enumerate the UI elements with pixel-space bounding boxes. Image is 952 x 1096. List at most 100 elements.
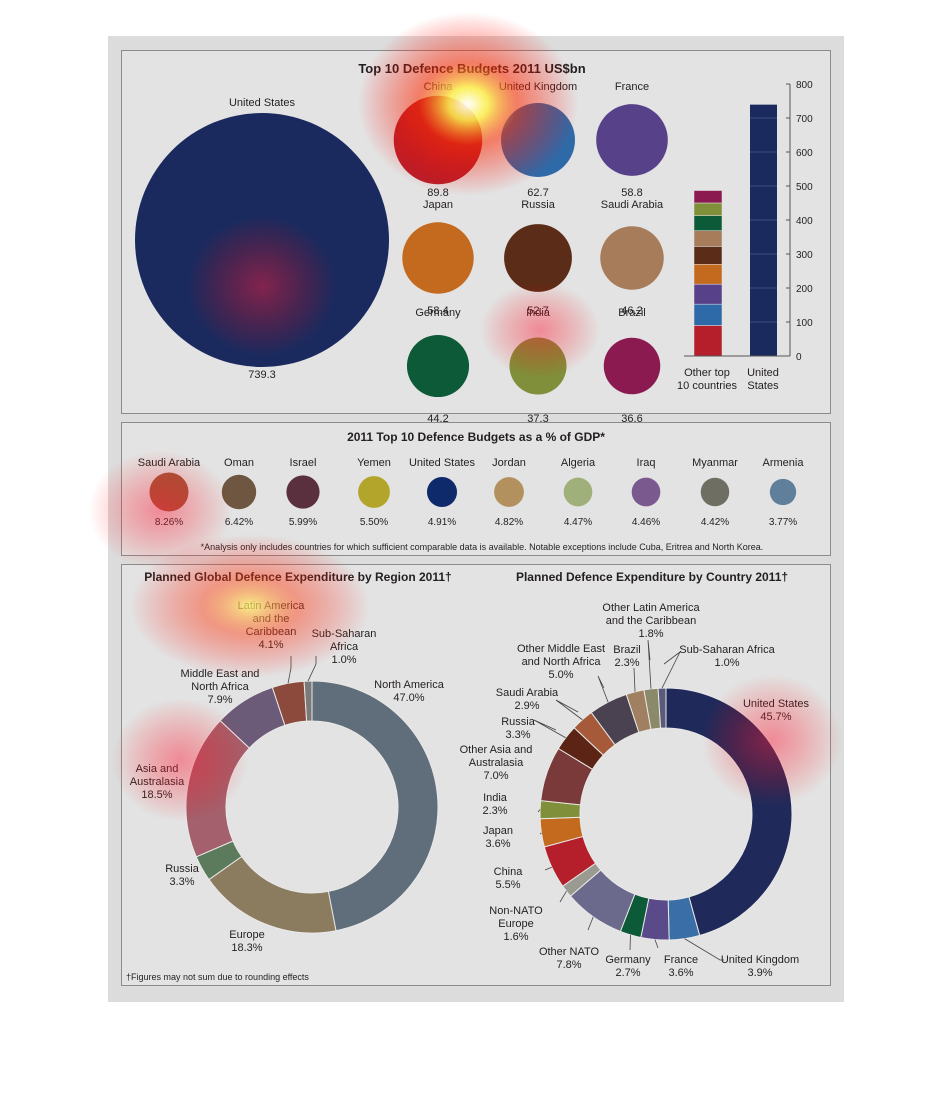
bubble-germany — [406, 334, 470, 398]
gdp-country-label: Iraq — [637, 457, 656, 469]
gdp-value-label: 4.47% — [564, 517, 592, 528]
gdp-bubble-algeria — [563, 477, 593, 507]
country-leader-line — [537, 809, 541, 813]
y-tick-label: 100 — [796, 318, 813, 329]
country-leader-line — [633, 667, 636, 692]
country-slice-label: China 5.5% — [494, 866, 524, 891]
bubble-japan — [402, 222, 474, 294]
gdp-bubble-armenia — [769, 478, 797, 506]
country-leader-line — [555, 699, 583, 721]
country-slice-label: Other Middle East and North Africa 5.0% — [517, 643, 605, 681]
y-tick-label: 500 — [796, 182, 813, 193]
region-leader-line — [307, 656, 317, 682]
region-slice-label: Sub-Saharan Africa 1.0% — [312, 628, 377, 666]
country-slice-label: Non-NATO Europe 1.6% — [489, 905, 543, 943]
bubble-country-label: India — [526, 307, 551, 319]
region-slice-label: Russia 3.3% — [165, 863, 200, 888]
bubble-china — [393, 95, 483, 185]
bubble-france — [596, 104, 668, 176]
bubble-russia — [504, 224, 572, 292]
bubble-country-label: China — [424, 81, 454, 93]
country-leader-line — [587, 916, 594, 931]
stack-segment-india — [693, 202, 723, 216]
bubble-value-label: 44.2 — [427, 413, 448, 425]
gdp-country-label: United States — [409, 457, 476, 469]
chart-title-region: Planned Global Defence Expenditure by Re… — [144, 570, 451, 584]
gdp-country-label: Israel — [290, 457, 317, 469]
bubble-country-label: Saudi Arabia — [601, 199, 664, 211]
y-tick-label: 0 — [796, 352, 802, 363]
country-leader-line — [661, 651, 681, 689]
x-category-label: Other top 10 countries — [677, 367, 737, 392]
country-slice-label: Brazil 2.3% — [613, 644, 641, 669]
bubble-country-label: Japan — [423, 199, 453, 211]
country-slice-label: Germany 2.7% — [605, 954, 651, 979]
bubble-value-label: 36.6 — [621, 413, 642, 425]
gdp-value-label: 4.91% — [428, 517, 456, 528]
country-leader-line — [544, 866, 552, 871]
country-slice-label: India 2.3% — [482, 792, 507, 817]
country-leader-line — [684, 938, 724, 961]
bubble-country-label: Germany — [415, 307, 461, 319]
country-slice-label: United States 45.7% — [743, 698, 810, 723]
stack-segment-japan — [693, 264, 723, 285]
gdp-bubble-united-states — [426, 476, 458, 508]
region-slice-label: Asia and Australasia 18.5% — [130, 763, 185, 801]
gdp-value-label: 3.77% — [769, 517, 797, 528]
gdp-country-label: Algeria — [561, 457, 596, 469]
bubble-value-label: 89.8 — [427, 187, 448, 199]
country-leader-line — [533, 719, 566, 739]
bubble-united-kingdom — [501, 103, 575, 177]
country-slice-sub-saharan-africa — [657, 687, 667, 729]
country-slice-label: Other NATO 7.8% — [539, 946, 600, 971]
region-slice-sub-saharan-africa — [303, 680, 313, 722]
bubble-value-label: 46.2 — [621, 305, 642, 317]
gdp-country-label: Saudi Arabia — [138, 457, 201, 469]
gdp-bubble-jordan — [494, 477, 524, 507]
country-leader-line — [647, 639, 652, 689]
chart-title-top10: Top 10 Defence Budgets 2011 US$bn — [358, 61, 585, 76]
region-slice-label: Europe 18.3% — [229, 929, 264, 954]
bubble-value-label: 58.8 — [621, 187, 642, 199]
region-slice-label: North America 47.0% — [374, 679, 445, 704]
country-leader-line — [559, 891, 567, 903]
country-slice-label: Other Latin America and the Caribbean 1.8% — [602, 602, 700, 640]
gdp-value-label: 5.99% — [289, 517, 317, 528]
region-slice-asia-and-australasia — [185, 719, 251, 858]
y-tick-label: 200 — [796, 284, 813, 295]
bubble-india — [509, 337, 567, 395]
country-slice-label: Other Asia and Australasia 7.0% — [460, 744, 533, 782]
country-slice-label: Russia 3.3% — [501, 716, 536, 741]
gdp-value-label: 4.46% — [632, 517, 660, 528]
region-leader-line — [287, 656, 292, 684]
stack-segment-france — [693, 283, 723, 305]
y-tick-label: 600 — [796, 148, 813, 159]
gdp-country-label: Oman — [224, 457, 254, 469]
bubble-value-label: 739.3 — [248, 369, 276, 381]
bubble-value-label: 62.7 — [527, 187, 548, 199]
bubble-united-states — [135, 113, 389, 367]
country-slice-label: United Kingdom 3.9% — [721, 954, 799, 979]
gdp-bubble-yemen — [358, 476, 390, 508]
gdp-country-label: Yemen — [357, 457, 391, 469]
stack-segment-united-kingdom — [693, 303, 723, 326]
gdp-footnote: *Analysis only includes countries for wh… — [201, 542, 764, 552]
gdp-value-label: 4.42% — [701, 517, 729, 528]
country-slice-label: Japan 3.6% — [483, 825, 513, 850]
bubble-country-label: United States — [229, 97, 296, 109]
y-tick-label: 800 — [796, 80, 813, 91]
gdp-value-label: 6.42% — [225, 517, 253, 528]
x-category-label: United States — [747, 367, 779, 392]
bubble-value-label: 58.4 — [427, 305, 448, 317]
bubble-brazil — [603, 337, 661, 395]
country-leader-line — [597, 675, 609, 703]
bubble-value-label: 37.3 — [527, 413, 548, 425]
gdp-value-label: 8.26% — [155, 517, 183, 528]
chart-title-gdp: 2011 Top 10 Defence Budgets as a % of GD… — [347, 430, 605, 444]
gdp-country-label: Armenia — [763, 457, 805, 469]
country-slice-label: Saudi Arabia 2.9% — [496, 687, 559, 712]
region-slice-label: Latin America and the Caribbean 4.1% — [238, 600, 306, 651]
gdp-bubble-iraq — [631, 477, 661, 507]
bubble-saudi-arabia — [600, 226, 664, 290]
